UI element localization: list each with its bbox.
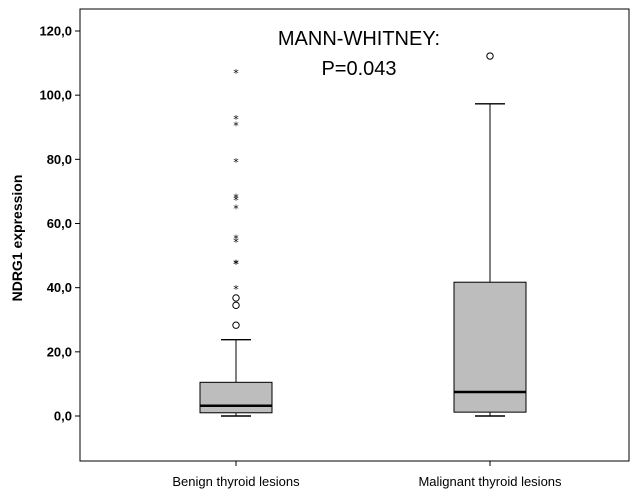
y-tick-label: 120,0: [39, 24, 72, 39]
y-axis: 0,0 20,0 40,0 60,0 80,0 100,0 120,0: [39, 24, 80, 424]
outlier-circle: [232, 301, 240, 310]
x-tick-label: Malignant thyroid lesions: [418, 474, 562, 489]
outlier-star: *: [233, 233, 239, 246]
annotation-line-1: MANN-WHITNEY:: [278, 28, 440, 50]
y-tick-label: 0,0: [54, 409, 72, 424]
outlier-circle: [486, 52, 494, 60]
outlier-circle: [232, 321, 240, 329]
outlier-star: *: [233, 67, 239, 80]
outlier-star: *: [233, 156, 239, 169]
outlier-star: *: [233, 192, 239, 205]
outlier-star: *: [233, 119, 239, 132]
y-tick-label: 100,0: [39, 88, 72, 103]
outlier-star: *: [233, 257, 239, 270]
iqr-box: [453, 281, 527, 413]
y-tick-label: 80,0: [47, 152, 72, 167]
iqr-box: [199, 381, 273, 414]
outlier-star: *: [233, 203, 239, 216]
y-tick-label: 20,0: [47, 344, 72, 359]
x-tick-label: Benign thyroid lesions: [172, 474, 300, 489]
y-tick-label: 60,0: [47, 216, 72, 231]
boxes-layer: ************: [199, 52, 527, 417]
outlier-star: *: [233, 236, 239, 249]
outlier-star: *: [233, 258, 239, 271]
outlier-star: *: [233, 113, 239, 126]
outlier-star: *: [233, 194, 239, 207]
box-group: [453, 52, 527, 417]
y-axis-title: NDRG1 expression: [9, 175, 25, 302]
outlier-circle: [232, 294, 240, 302]
x-axis: Benign thyroid lesions Malignant thyroid …: [172, 461, 562, 489]
box-group: ************: [199, 67, 273, 417]
annotation-line-2: P=0.043: [321, 58, 396, 80]
plot-frame: [79, 8, 630, 462]
y-tick-label: 40,0: [47, 280, 72, 295]
outlier-star: *: [233, 283, 239, 296]
